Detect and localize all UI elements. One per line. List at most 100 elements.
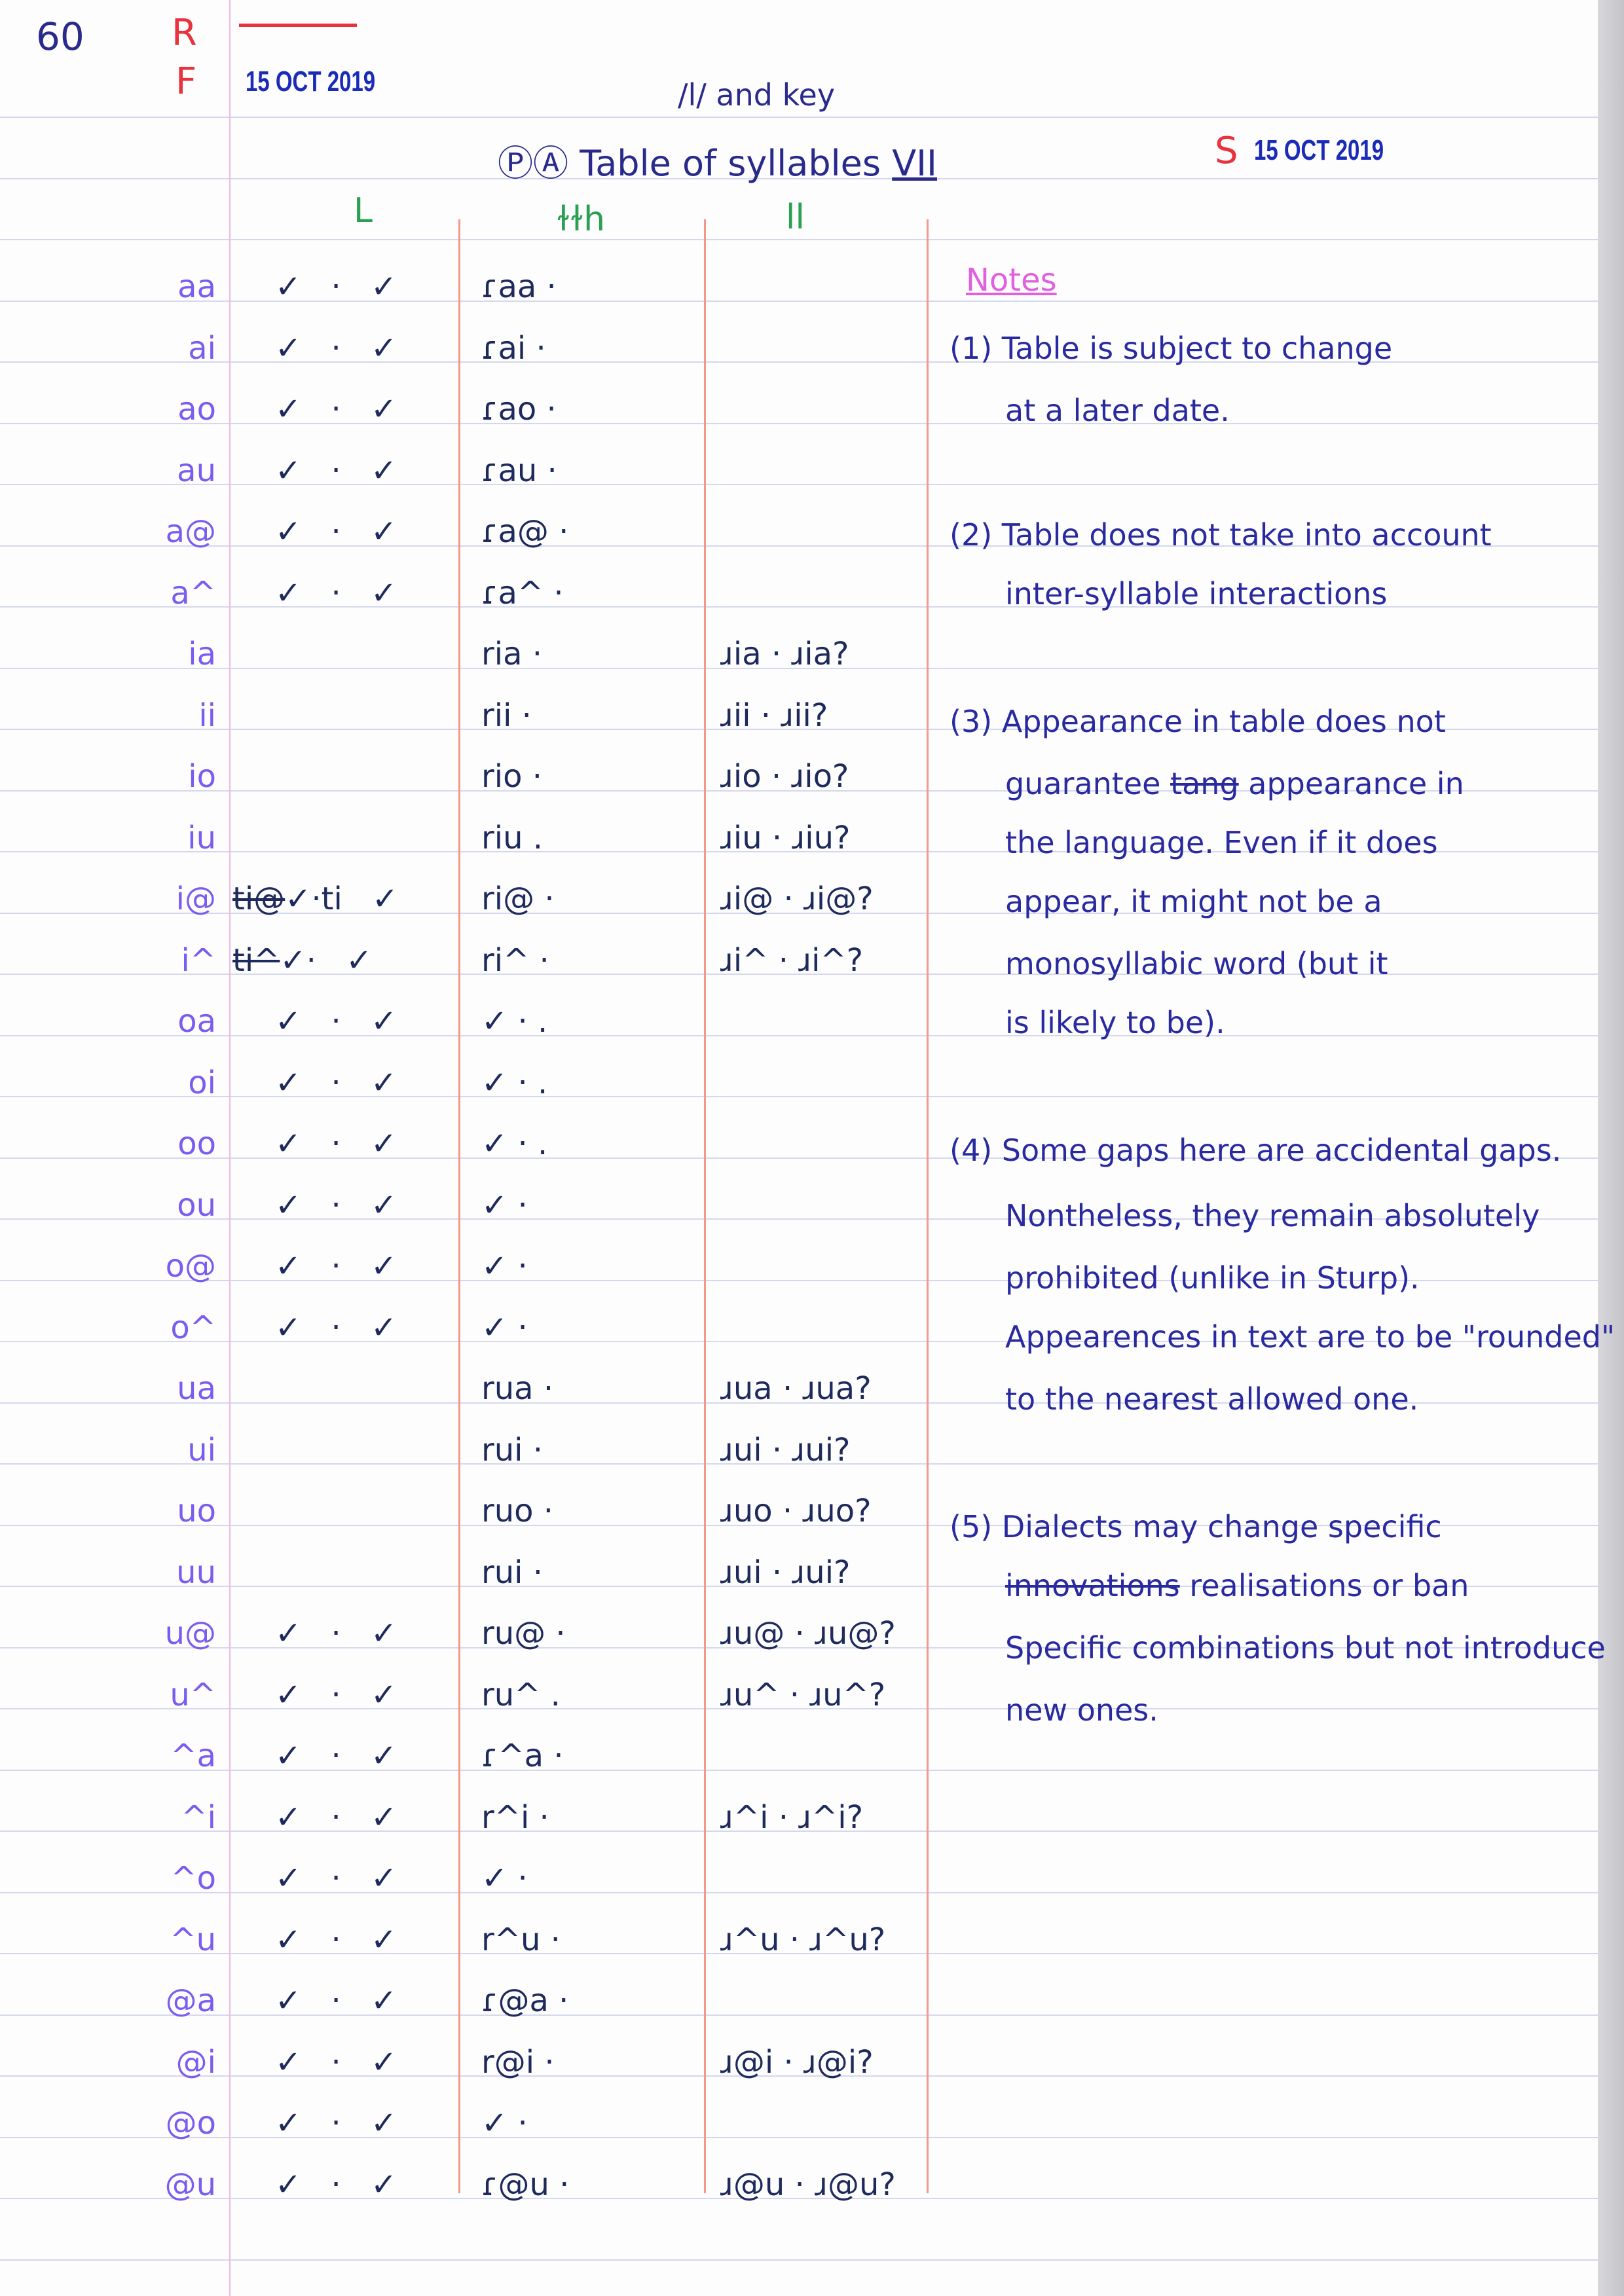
syllable-label: a^	[170, 574, 216, 611]
ruled-line	[0, 2198, 1598, 2199]
syllable-label: u@	[164, 1615, 216, 1652]
syllable-label: @a	[165, 1982, 216, 2019]
l-column-cell: ✓ · ✓	[275, 575, 397, 611]
title-main: Table of syllables	[580, 143, 881, 184]
syllable-label: o^	[170, 1309, 216, 1346]
column-2-cell: ruo ·	[481, 1493, 554, 1529]
stamp-f-date: 15 OCT 2019	[246, 65, 376, 98]
ruled-line	[0, 1770, 1598, 1771]
syllable-label: a@	[165, 513, 216, 550]
l-value: ✓·ti ✓	[285, 881, 399, 917]
note-line: inter-syllable interactions	[1005, 576, 1387, 611]
column-3-cell: ɹ^i · ɹ^i?	[720, 1798, 864, 1836]
syllable-label: ua	[177, 1370, 216, 1407]
struck-text: ti^	[232, 941, 280, 979]
l-value: ✓ · ✓	[275, 329, 397, 367]
syllable-label: o@	[165, 1248, 216, 1285]
ruled-line	[0, 1096, 1598, 1097]
column-3-cell: ɹu^ · ɹu^?	[720, 1676, 886, 1713]
note-text: guarantee	[1005, 766, 1171, 801]
l-column-cell: ✓ · ✓	[275, 1187, 397, 1224]
ruled-line	[0, 301, 1598, 302]
column-3-cell: ɹio · ɹio?	[720, 758, 849, 795]
l-column-cell: ✓ · ✓	[275, 1615, 397, 1652]
stamp-f: F	[175, 60, 197, 103]
syllable-label: ^i	[181, 1798, 216, 1836]
notes-title: Notes	[966, 262, 1057, 299]
column-3-cell: ɹi^ · ɹi^?	[720, 941, 864, 979]
column-2-cell: ɾau ·	[481, 452, 557, 489]
column-2-cell: rua ·	[481, 1370, 554, 1407]
column-3-cell: ɹia · ɹia?	[720, 636, 849, 672]
column-2-cell: ✓ · .	[481, 1064, 548, 1101]
l-column-cell: ✓ · ✓	[275, 1309, 397, 1346]
syllable-label: ou	[177, 1186, 216, 1224]
note-text: to the nearest allowed one.	[1005, 1381, 1419, 1417]
syllable-label: oo	[177, 1125, 216, 1162]
ruled-line	[0, 1708, 1598, 1709]
l-value: ✓ · ✓	[275, 268, 397, 305]
column-3-cell: ɹua · ɹua?	[720, 1370, 872, 1407]
l-column-cell: ✓ · ✓	[275, 513, 397, 550]
stamp-s: S	[1215, 130, 1238, 172]
note-line: new ones.	[1005, 1692, 1158, 1728]
ruled-line	[0, 545, 1598, 547]
ruled-line	[0, 1463, 1598, 1465]
syllable-label: ii	[198, 697, 216, 734]
struck-text: ti@	[232, 881, 286, 917]
l-value: ✓ · ✓	[275, 1921, 397, 1958]
l-value: ✓ · ✓	[275, 1125, 397, 1162]
ruled-line	[0, 1525, 1598, 1526]
note-text: at a later date.	[1005, 393, 1230, 428]
column-3-cell: ɹ@i · ɹ@i?	[720, 2043, 874, 2081]
ruled-line	[0, 117, 1598, 118]
syllable-label: ^a	[170, 1738, 216, 1774]
ruled-line	[0, 2137, 1598, 2138]
l-value: ✓ · ✓	[275, 1676, 397, 1713]
l-value: ✓ · ✓	[275, 452, 397, 489]
note-text: prohibited (unlike in Sturp).	[1005, 1260, 1420, 1296]
note-line: at a later date.	[1005, 393, 1230, 428]
column-2-cell: ✓ ·	[481, 1309, 528, 1346]
column-2-cell: ria ·	[481, 636, 542, 672]
stamp-s-date: 15 OCT 2019	[1254, 134, 1384, 166]
ruled-line	[0, 484, 1598, 485]
syllable-label: ^u	[170, 1921, 216, 1958]
ruled-line	[0, 974, 1598, 975]
l-value: ✓ · ✓	[275, 574, 397, 611]
syllable-label: i^	[181, 941, 216, 979]
note-text: Appearences in text are to be "rounded"	[1005, 1319, 1615, 1355]
note-text: (3) Appearance in table does not	[950, 704, 1446, 739]
column-2-cell: r^i ·	[481, 1798, 549, 1836]
l-column-cell: ✓ · ✓	[275, 1065, 397, 1101]
column-2-cell: ɾao ·	[481, 391, 557, 428]
ruled-line	[0, 361, 1598, 363]
note-line: Nontheless, they remain absolutely	[1005, 1198, 1540, 1233]
note-text: the language. Even if it does	[1005, 825, 1438, 860]
l-column-cell: ✓ · ✓	[275, 1248, 397, 1285]
ruled-line	[0, 606, 1598, 608]
l-column-cell: ✓ · ✓	[275, 1125, 397, 1162]
l-value: ✓ · ✓	[275, 391, 397, 428]
ruled-line	[0, 178, 1598, 179]
column-2-cell: rui ·	[481, 1554, 544, 1591]
note-line: guarantee tang appearance in	[1005, 766, 1464, 801]
l-column-cell: ✓ · ✓	[275, 1860, 397, 1897]
column-2-cell: ɾa@ ·	[481, 513, 569, 550]
syllable-label: ao	[177, 391, 216, 428]
l-column-cell: ✓ · ✓	[275, 1922, 397, 1958]
l-value: ✓ · ✓	[275, 1309, 397, 1346]
note-line: (2) Table does not take into account	[950, 517, 1492, 553]
syllable-label: ui	[187, 1431, 216, 1468]
ruled-line	[0, 1892, 1598, 1893]
ruled-line	[0, 729, 1598, 730]
ruled-line	[0, 1157, 1598, 1159]
ruled-line	[0, 1280, 1598, 1281]
column-divider	[458, 219, 460, 2193]
column-2-cell: r^u ·	[481, 1921, 561, 1958]
syllable-label: ai	[188, 329, 216, 367]
column-3-cell: ɹui · ɹui?	[720, 1431, 851, 1468]
column-2-cell: ru@ ·	[481, 1615, 566, 1652]
l-column-cell: ✓ · ✓	[275, 391, 397, 428]
ruled-line	[0, 1831, 1598, 1832]
